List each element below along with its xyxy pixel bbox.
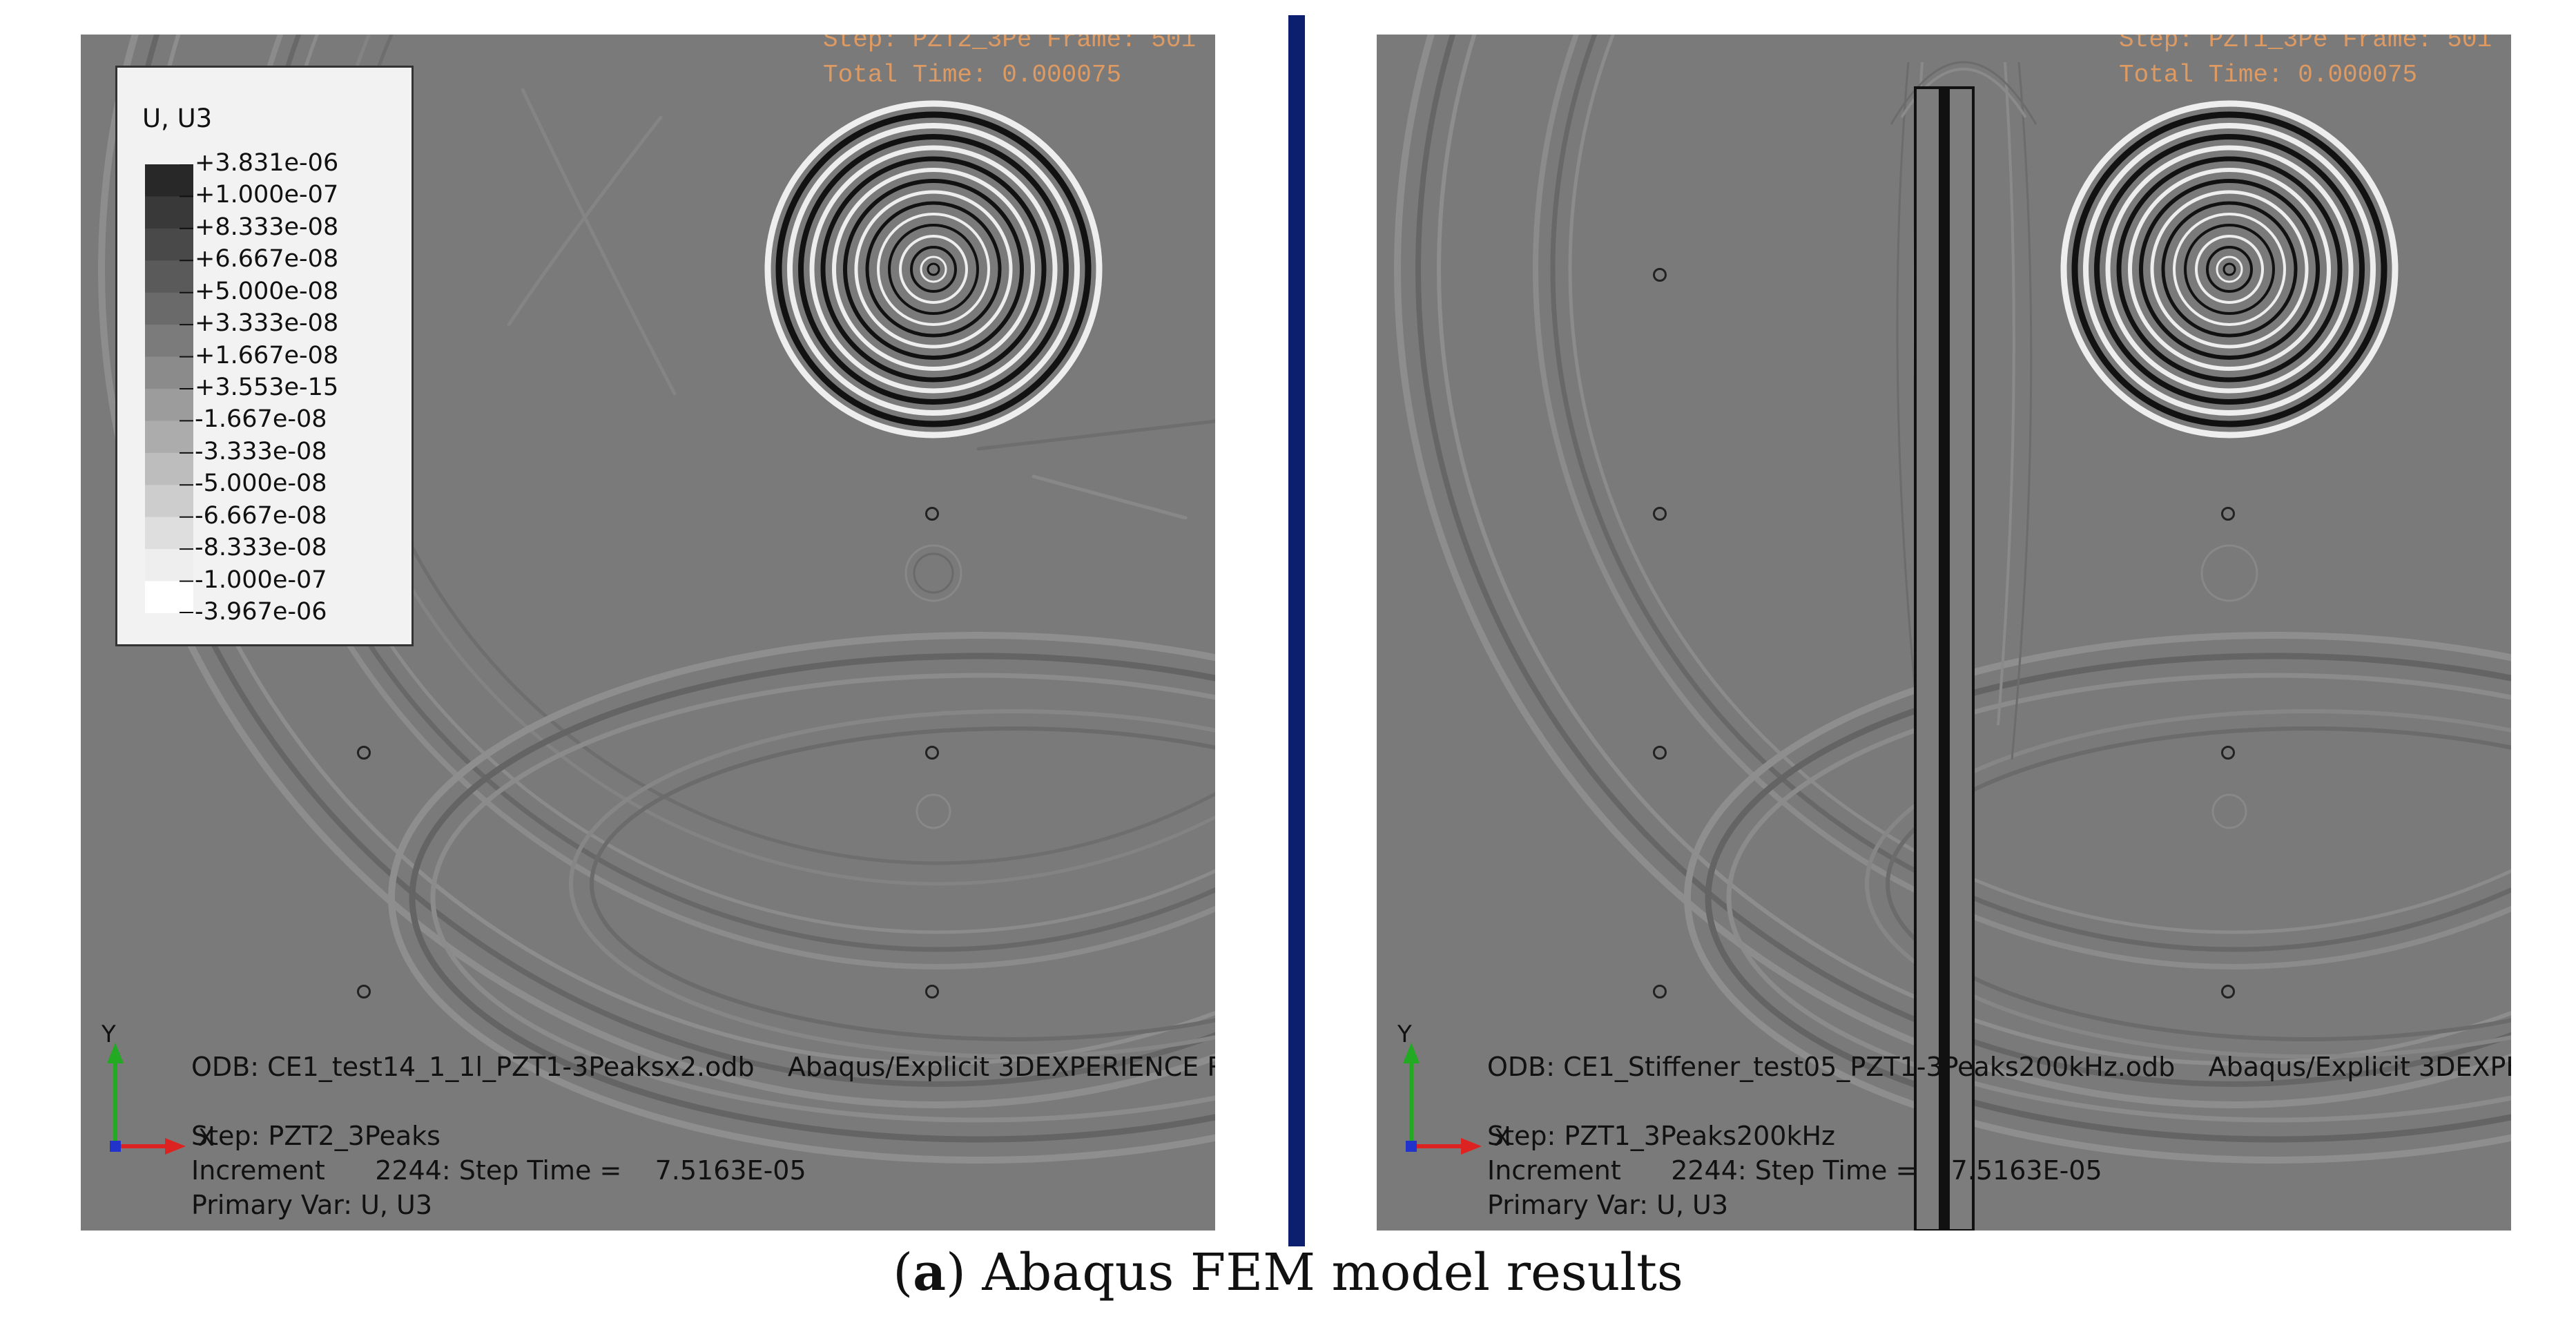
sensor-marker	[1653, 268, 1667, 282]
caption-label: a	[913, 1243, 947, 1302]
sensor-marker	[1653, 985, 1667, 998]
sensor-marker	[925, 985, 939, 998]
legend-color-bar	[145, 164, 193, 613]
primary-var-line: Primary Var: U, U3	[191, 1190, 433, 1220]
legend-value: -1.000e-07	[195, 566, 327, 594]
increment-line: Increment 2244: Step Time = 7.5163E-05	[191, 1155, 806, 1186]
primary-var-line: Primary Var: U, U3	[1487, 1190, 1729, 1220]
fem-result-panel-left: Step: PZT2_3Pe Frame: 501 Total Time: 0.…	[81, 35, 1215, 1231]
step-line: Step: PZT1_3Peaks200kHz	[1487, 1121, 1836, 1151]
triad-y-label: Y	[101, 1021, 116, 1048]
wave-field-right	[1394, 35, 2511, 1231]
legend-color-step	[145, 196, 193, 229]
legend-color-step	[145, 228, 193, 261]
sensor-marker	[2221, 507, 2235, 521]
legend-value: -8.333e-08	[195, 534, 327, 562]
legend-color-step	[145, 389, 193, 421]
legend-value: +3.333e-08	[195, 309, 339, 338]
increment-line: Increment 2244: Step Time = 7.5163E-05	[1487, 1155, 2102, 1186]
legend-color-step	[145, 356, 193, 389]
legend-color-step	[145, 581, 193, 613]
stiffener	[1914, 86, 1975, 1231]
odb-line: ODB: CE1_test14_1_1l_PZT1-3Peaksx2.odb A…	[191, 1052, 1215, 1082]
legend-title: U, U3	[142, 104, 213, 133]
legend-value: -3.967e-06	[195, 598, 327, 626]
legend-color-step	[145, 485, 193, 518]
legend-color-step	[145, 549, 193, 582]
hud-total-time: Total Time: 0.000075	[2119, 61, 2418, 89]
sensor-marker	[1653, 746, 1667, 760]
legend-value: -5.000e-08	[195, 470, 327, 498]
triad-x-label: X	[1494, 1124, 1511, 1152]
axis-triad-icon	[1403, 1043, 1482, 1155]
legend-value: -3.333e-08	[195, 437, 327, 465]
figure-caption: (a) Abaqus FEM model results	[893, 1243, 1683, 1302]
sensor-marker	[925, 507, 939, 521]
sensor-marker	[1653, 507, 1667, 521]
axis-triad-icon	[107, 1043, 186, 1155]
legend-value: +1.667e-08	[195, 341, 339, 369]
legend-value: -1.667e-08	[195, 405, 327, 434]
hud-step-frame: Step: PZT2_3Pe Frame: 501	[823, 35, 1197, 54]
triad-x-label: X	[198, 1124, 215, 1152]
legend-value: +8.333e-08	[195, 213, 339, 241]
contour-legend: U, U3 +3.831e-06 +1.000e-07 +8.333e-08 +6.6…	[115, 66, 414, 646]
legend-value: +3.831e-06	[195, 149, 339, 177]
sensor-marker	[357, 985, 371, 998]
step-line: Step: PZT2_3Peaks	[191, 1121, 440, 1151]
legend-value: +5.000e-08	[195, 277, 339, 305]
caption-text: Abaqus FEM model results	[965, 1243, 1683, 1302]
legend-value: +3.553e-15	[195, 374, 339, 401]
panel-divider	[1288, 15, 1305, 1246]
sensor-marker	[2221, 746, 2235, 760]
triad-y-label: Y	[1397, 1021, 1412, 1048]
legend-color-step	[145, 517, 193, 550]
legend-color-step	[145, 452, 193, 485]
odb-line: ODB: CE1_Stiffener_test05_PZT1-3Peaks200…	[1487, 1052, 2511, 1082]
sensor-marker	[357, 746, 371, 760]
legend-value: -6.667e-08	[195, 501, 327, 530]
legend-color-step	[145, 325, 193, 358]
legend-color-step	[145, 292, 193, 325]
sensor-marker	[2221, 985, 2235, 998]
hud-total-time: Total Time: 0.000075	[823, 61, 1122, 89]
legend-value: +6.667e-08	[195, 245, 339, 273]
legend-color-step	[145, 164, 193, 197]
sensor-marker	[925, 746, 939, 760]
fem-result-panel-right: Step: PZT1_3Pe Frame: 501 Total Time: 0.…	[1377, 35, 2511, 1231]
hud-step-frame: Step: PZT1_3Pe Frame: 501	[2119, 35, 2492, 54]
legend-value: +1.000e-07	[195, 181, 339, 209]
legend-color-step	[145, 260, 193, 293]
legend-color-step	[145, 421, 193, 454]
